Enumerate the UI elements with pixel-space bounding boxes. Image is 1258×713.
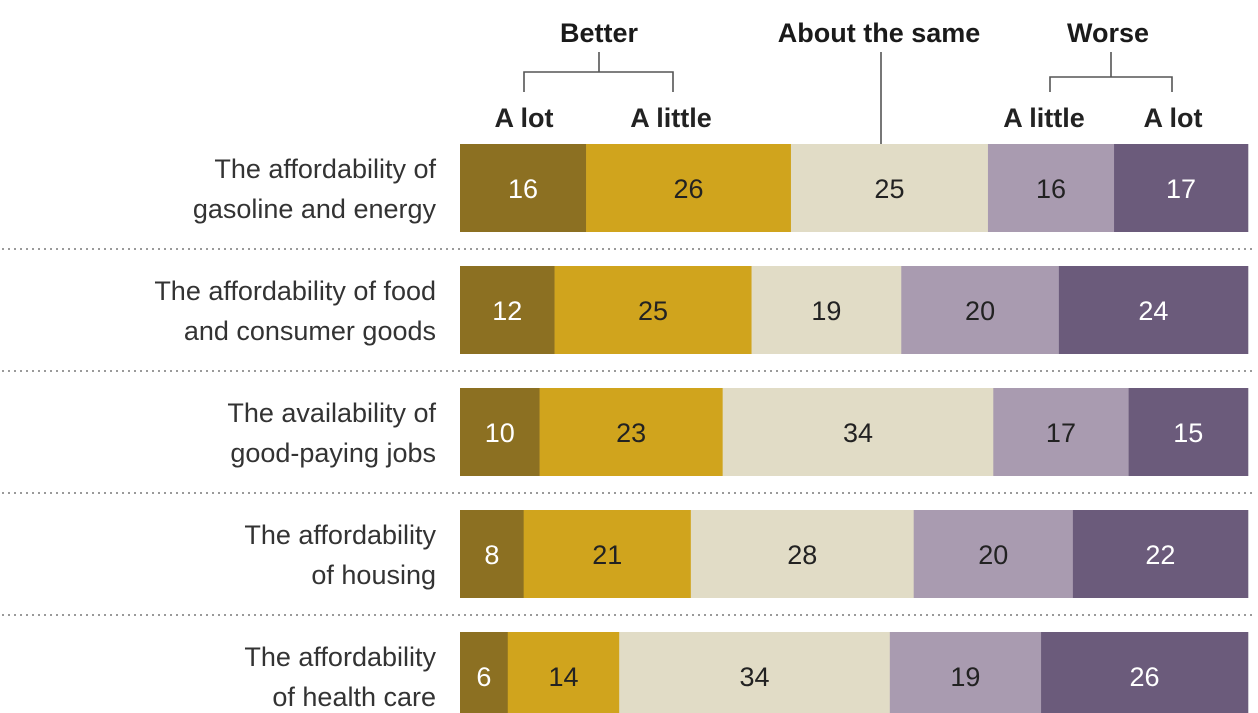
value-label: 26	[1130, 662, 1160, 692]
value-label: 20	[965, 296, 995, 326]
worse-bracket	[1049, 52, 1173, 92]
bar-segment	[539, 388, 723, 476]
bar-segment	[507, 632, 620, 713]
value-label: 23	[616, 418, 646, 448]
category-label: The affordability of	[214, 154, 436, 184]
bar-segment	[460, 632, 509, 713]
bar-segment	[460, 266, 555, 354]
legend-better-alittle: A little	[630, 103, 712, 133]
value-label: 12	[492, 296, 522, 326]
category-label: of health care	[272, 682, 436, 712]
category-label: The affordability of food	[154, 276, 436, 306]
category-label: The affordability	[244, 520, 436, 550]
bar-segment	[790, 144, 989, 232]
bar-segment	[586, 144, 792, 232]
value-label: 15	[1173, 418, 1203, 448]
bar-segment	[460, 388, 540, 476]
category-label: of housing	[311, 560, 436, 590]
bar-segment	[722, 388, 994, 476]
bar-segment	[1128, 388, 1249, 476]
bar-segment	[460, 510, 524, 598]
value-label: 14	[548, 662, 578, 692]
bar-segment	[460, 144, 587, 232]
bar-segment	[1041, 632, 1249, 713]
value-label: 6	[476, 662, 491, 692]
value-label: 28	[787, 540, 817, 570]
bar-segment	[913, 510, 1074, 598]
value-label: 17	[1166, 174, 1196, 204]
value-label: 20	[978, 540, 1008, 570]
bar-segment	[901, 266, 1060, 354]
value-label: 17	[1046, 418, 1076, 448]
value-label: 8	[484, 540, 499, 570]
bar-segment	[1072, 510, 1249, 598]
value-label: 16	[1036, 174, 1066, 204]
value-label: 16	[508, 174, 538, 204]
value-label: 34	[843, 418, 873, 448]
chart-header: Better About the same Worse A lot A litt…	[495, 18, 1203, 144]
bar-segment	[690, 510, 914, 598]
value-label: 10	[485, 418, 515, 448]
bar-segment	[1058, 266, 1249, 354]
category-label: The affordability	[244, 642, 436, 672]
worse-header: Worse	[1067, 18, 1149, 48]
category-label: good-paying jobs	[230, 438, 436, 468]
bar-segment	[554, 266, 752, 354]
value-label: 25	[874, 174, 904, 204]
value-label: 34	[739, 662, 769, 692]
value-label: 19	[811, 296, 841, 326]
same-header: About the same	[778, 18, 981, 48]
bar-segment	[751, 266, 902, 354]
value-label: 24	[1138, 296, 1168, 326]
better-bracket	[523, 52, 674, 92]
category-label: gasoline and energy	[193, 194, 437, 224]
bar-segment	[619, 632, 891, 713]
value-label: 19	[950, 662, 980, 692]
bar-segment	[523, 510, 692, 598]
bar-segment	[1114, 144, 1249, 232]
bar-segment	[889, 632, 1042, 713]
better-header: Better	[560, 18, 639, 48]
legend-worse-alittle: A little	[1003, 103, 1085, 133]
legend-worse-alot: A lot	[1144, 103, 1203, 133]
value-label: 22	[1145, 540, 1175, 570]
category-label: The availability of	[227, 398, 436, 428]
bar-segment	[987, 144, 1115, 232]
category-label: and consumer goods	[184, 316, 436, 346]
bar-segment	[993, 388, 1129, 476]
legend-better-alot: A lot	[495, 103, 554, 133]
value-label: 25	[638, 296, 668, 326]
value-label: 21	[592, 540, 622, 570]
value-label: 26	[673, 174, 703, 204]
chart-rows: The affordability of gasoline and energy 1…	[2, 144, 1256, 713]
